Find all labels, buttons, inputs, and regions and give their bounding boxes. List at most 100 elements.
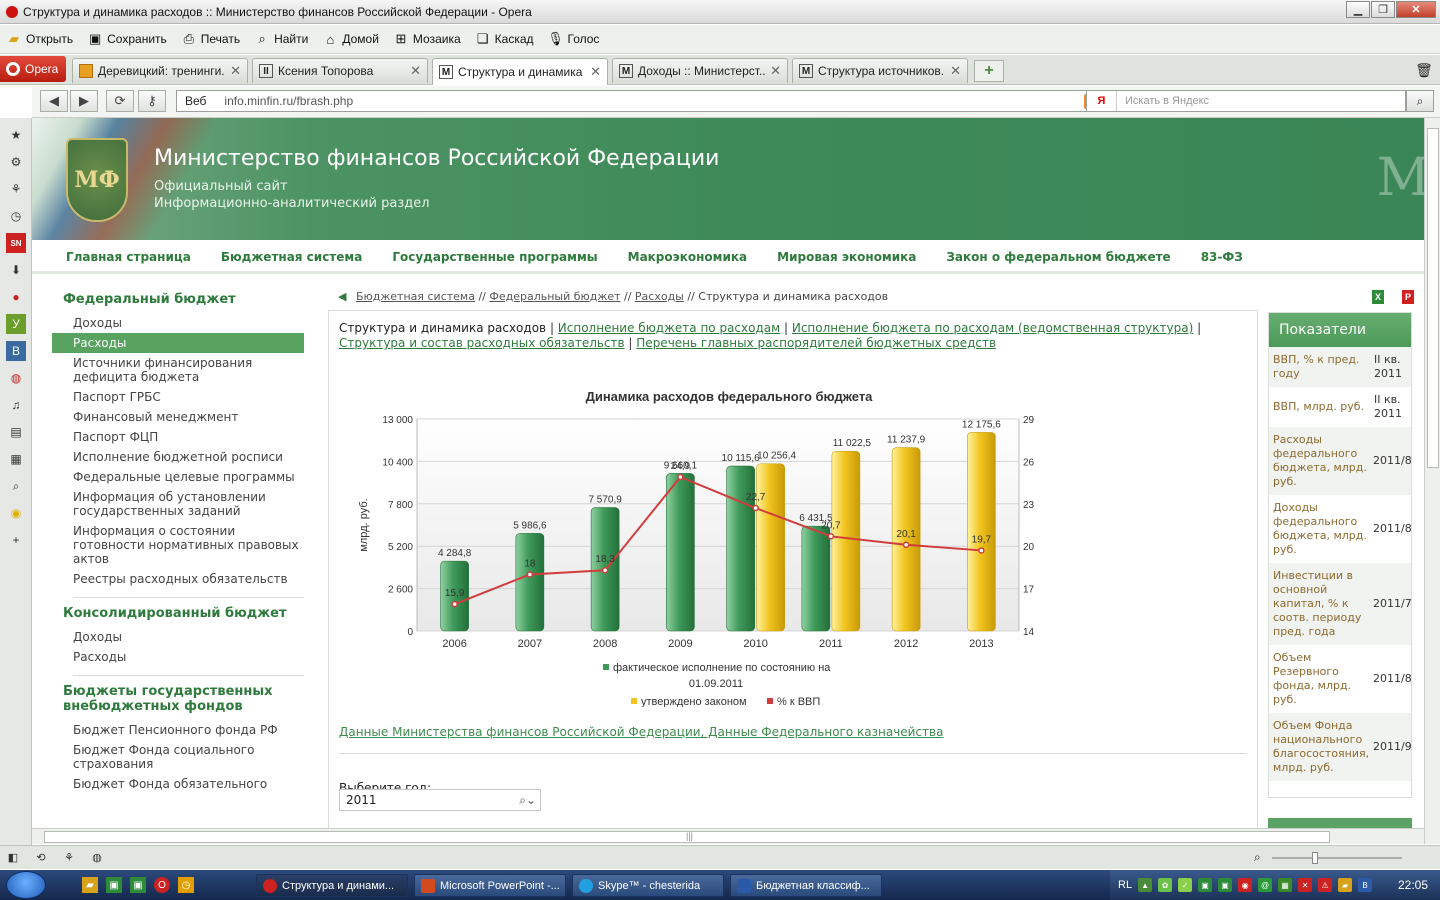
side-menu-item[interactable]: Реестры расходных обязательств — [73, 572, 288, 586]
beeline-icon[interactable]: ◉ — [10, 506, 22, 520]
unite-icon[interactable]: ⚘ — [10, 182, 22, 196]
indicator-name[interactable]: Объем Резервного фонда, млрд. руб. — [1273, 651, 1352, 706]
bookmarks-icon[interactable]: ★ — [10, 128, 22, 142]
save-button[interactable]: ▣ Сохранить — [88, 31, 167, 46]
tray-icon[interactable]: ▲ — [1138, 878, 1153, 892]
tray-icon[interactable]: ▣ — [1198, 878, 1213, 892]
taskbar-item-word[interactable]: Бюджетная классиф... — [730, 874, 882, 897]
indicator-name[interactable]: Инвестиции в основной капитал, % к соотв… — [1273, 569, 1362, 638]
side-menu-item[interactable]: Паспорт ФЦП — [73, 430, 159, 444]
year-select[interactable]: 2011 ⌕⌄ — [339, 789, 541, 811]
side-menu-item[interactable]: Доходы — [73, 630, 122, 644]
yandex-engine-button[interactable]: Я — [1087, 91, 1117, 111]
sync-icon[interactable]: ⟲ — [36, 852, 46, 864]
excel-export-icon[interactable]: X — [1372, 290, 1384, 304]
indicator-row[interactable]: ВВП, млрд. руб. II кв. 2011 — [1269, 387, 1411, 427]
clock[interactable]: 22:05 — [1397, 878, 1428, 892]
indicator-row[interactable]: ВВП, % к пред. году II кв. 2011 — [1269, 347, 1411, 387]
tray-icon[interactable]: ▦ — [1278, 878, 1293, 892]
vertical-scrollbar[interactable] — [1424, 118, 1440, 844]
side-menu-item[interactable]: Бюджет Фонда обязательного — [73, 777, 268, 791]
side-menu-item[interactable]: Федеральные целевые программы — [73, 470, 295, 484]
print-button[interactable]: ⎙ Печать — [181, 31, 241, 47]
maximize-button[interactable]: ❐ — [1371, 1, 1395, 18]
main-nav-item[interactable]: Государственные программы — [392, 250, 598, 264]
indicator-row[interactable]: Объем Фонда национального благосостояния… — [1269, 713, 1412, 781]
tray-icon[interactable]: ⚠ — [1318, 878, 1333, 892]
zoom-slider[interactable]: ⌕ — [1254, 850, 1414, 865]
tray-icon[interactable]: ✿ — [1158, 878, 1173, 892]
tray-icon[interactable]: ✕ — [1298, 878, 1313, 892]
reload-button[interactable]: ⟳ — [106, 90, 134, 112]
quicklaunch-icon[interactable]: ◷ — [178, 877, 194, 893]
side-menu-item[interactable]: Доходы — [73, 316, 122, 330]
new-tab-button[interactable]: + — [974, 60, 1004, 82]
tray-icon[interactable]: ▣ — [1218, 878, 1233, 892]
tray-icon[interactable]: B — [1358, 878, 1373, 892]
tab-close-icon[interactable]: ✕ — [590, 64, 601, 79]
zoom-knob[interactable] — [1312, 852, 1318, 864]
side-menu-item[interactable]: Информация об установлении государственн… — [73, 490, 266, 518]
downloads-icon[interactable]: ⬇ — [10, 263, 22, 277]
taskbar-item-skype[interactable]: Skype™ - chesterida — [572, 874, 724, 897]
indicator-row[interactable]: Объем Резервного фонда, млрд. руб. 2011/8 — [1269, 645, 1412, 713]
tab-1[interactable]: Деревицкий: тренинги... ✕ — [72, 58, 248, 83]
side-menu-item[interactable]: Информация о состоянии готовности нормат… — [73, 524, 299, 566]
voice-button[interactable]: 🎙 Голос — [547, 31, 600, 46]
globe-icon[interactable]: ◍ — [10, 371, 22, 385]
indicator-row[interactable]: Доходы федерального бюджета, млрд. руб. 2… — [1269, 495, 1412, 563]
y-icon[interactable]: У — [6, 314, 26, 334]
horizontal-scrollbar[interactable]: ||| — [32, 828, 1424, 844]
indicator-row[interactable]: Инвестиции в основной капитал, % к соотв… — [1269, 563, 1412, 645]
widgets-icon[interactable]: ⚙ — [10, 155, 22, 169]
quicklaunch-icon[interactable]: O — [154, 877, 170, 893]
tab-close-icon[interactable]: ✕ — [950, 63, 961, 78]
subnav-link[interactable]: Исполнение бюджета по расходам (ведомств… — [791, 321, 1194, 335]
data-source-link[interactable]: Данные Министерства финансов Российской … — [339, 725, 944, 739]
rg-icon[interactable]: ● — [12, 290, 20, 304]
find-button[interactable]: ⌕ Найти — [254, 31, 308, 47]
tab-close-icon[interactable]: ✕ — [770, 63, 781, 78]
side-menu-item[interactable]: Бюджет Пенсионного фонда РФ — [73, 723, 278, 737]
subnav-link[interactable]: Исполнение бюджета по расходам — [557, 321, 781, 335]
search-panel-icon[interactable]: ⌕ — [12, 478, 20, 493]
subnav-link[interactable]: Структура и состав расходных обязательст… — [339, 336, 625, 350]
open-button[interactable]: ▰ Открыть — [6, 31, 73, 47]
search-go-icon[interactable]: ⌕ — [1406, 90, 1434, 112]
tab-5[interactable]: M Структура источников... ✕ — [792, 58, 968, 83]
main-nav-item[interactable]: Макроэкономика — [627, 250, 748, 264]
turbo-icon[interactable]: ◍ — [92, 852, 102, 864]
menu-heading-extrabudgetary-funds[interactable]: Бюджеты государственных внебюджетных фон… — [63, 684, 273, 714]
search-field[interactable]: Я Искать в Яндекс — [1086, 90, 1406, 112]
breadcrumb-link[interactable]: Бюджетная система — [355, 290, 475, 303]
history-icon[interactable]: ◷ — [10, 209, 22, 223]
taskbar-item-opera[interactable]: Структура и динами... — [256, 874, 408, 897]
wand-button[interactable]: ⚷ — [138, 90, 166, 112]
quicklaunch-icon[interactable]: ▣ — [106, 877, 122, 893]
vk-icon[interactable]: В — [6, 341, 26, 361]
side-menu-item[interactable]: Бюджет Фонда социального страхования — [73, 743, 255, 771]
tab-4[interactable]: M Доходы :: Министерст... ✕ — [612, 58, 788, 83]
site-title[interactable]: Министерство финансов Российской Федерац… — [154, 146, 720, 171]
menu-heading-federal-budget[interactable]: Федеральный бюджет — [63, 292, 236, 307]
side-menu-item[interactable]: Источники финансирования дефицита бюджет… — [73, 356, 253, 384]
indicator-name[interactable]: ВВП, % к пред. году — [1273, 353, 1360, 380]
main-nav-item[interactable]: Главная страница — [66, 250, 191, 264]
music-icon[interactable]: ♫ — [11, 398, 21, 412]
quicklaunch-icon[interactable]: ▣ — [130, 877, 146, 893]
tab-2[interactable]: II Ксения Топорова ✕ — [252, 58, 428, 83]
cascade-button[interactable]: ❏ Каскад — [475, 31, 534, 47]
indicator-name[interactable]: Доходы федерального бюджета, млрд. руб. — [1273, 501, 1367, 556]
trash-icon[interactable]: 🗑 — [1415, 61, 1433, 78]
side-menu-item[interactable]: Расходы — [73, 650, 127, 664]
unite-status-icon[interactable]: ⚘ — [64, 852, 74, 864]
main-nav-item[interactable]: Бюджетная система — [220, 250, 363, 264]
main-nav-item[interactable]: 83-ФЗ — [1200, 250, 1243, 264]
opera-menu-button[interactable]: Opera — [0, 56, 66, 82]
tray-icon[interactable]: ▰ — [1338, 878, 1353, 892]
tray-icon[interactable]: ✓ — [1178, 878, 1193, 892]
side-menu-item[interactable]: Финансовый менеджмент — [73, 410, 239, 424]
tab-3-active[interactable]: M Структура и динамика ... ✕ — [432, 58, 608, 85]
sn-icon[interactable]: SN — [6, 233, 26, 253]
side-menu-item[interactable]: Исполнение бюджетной росписи — [73, 450, 283, 464]
